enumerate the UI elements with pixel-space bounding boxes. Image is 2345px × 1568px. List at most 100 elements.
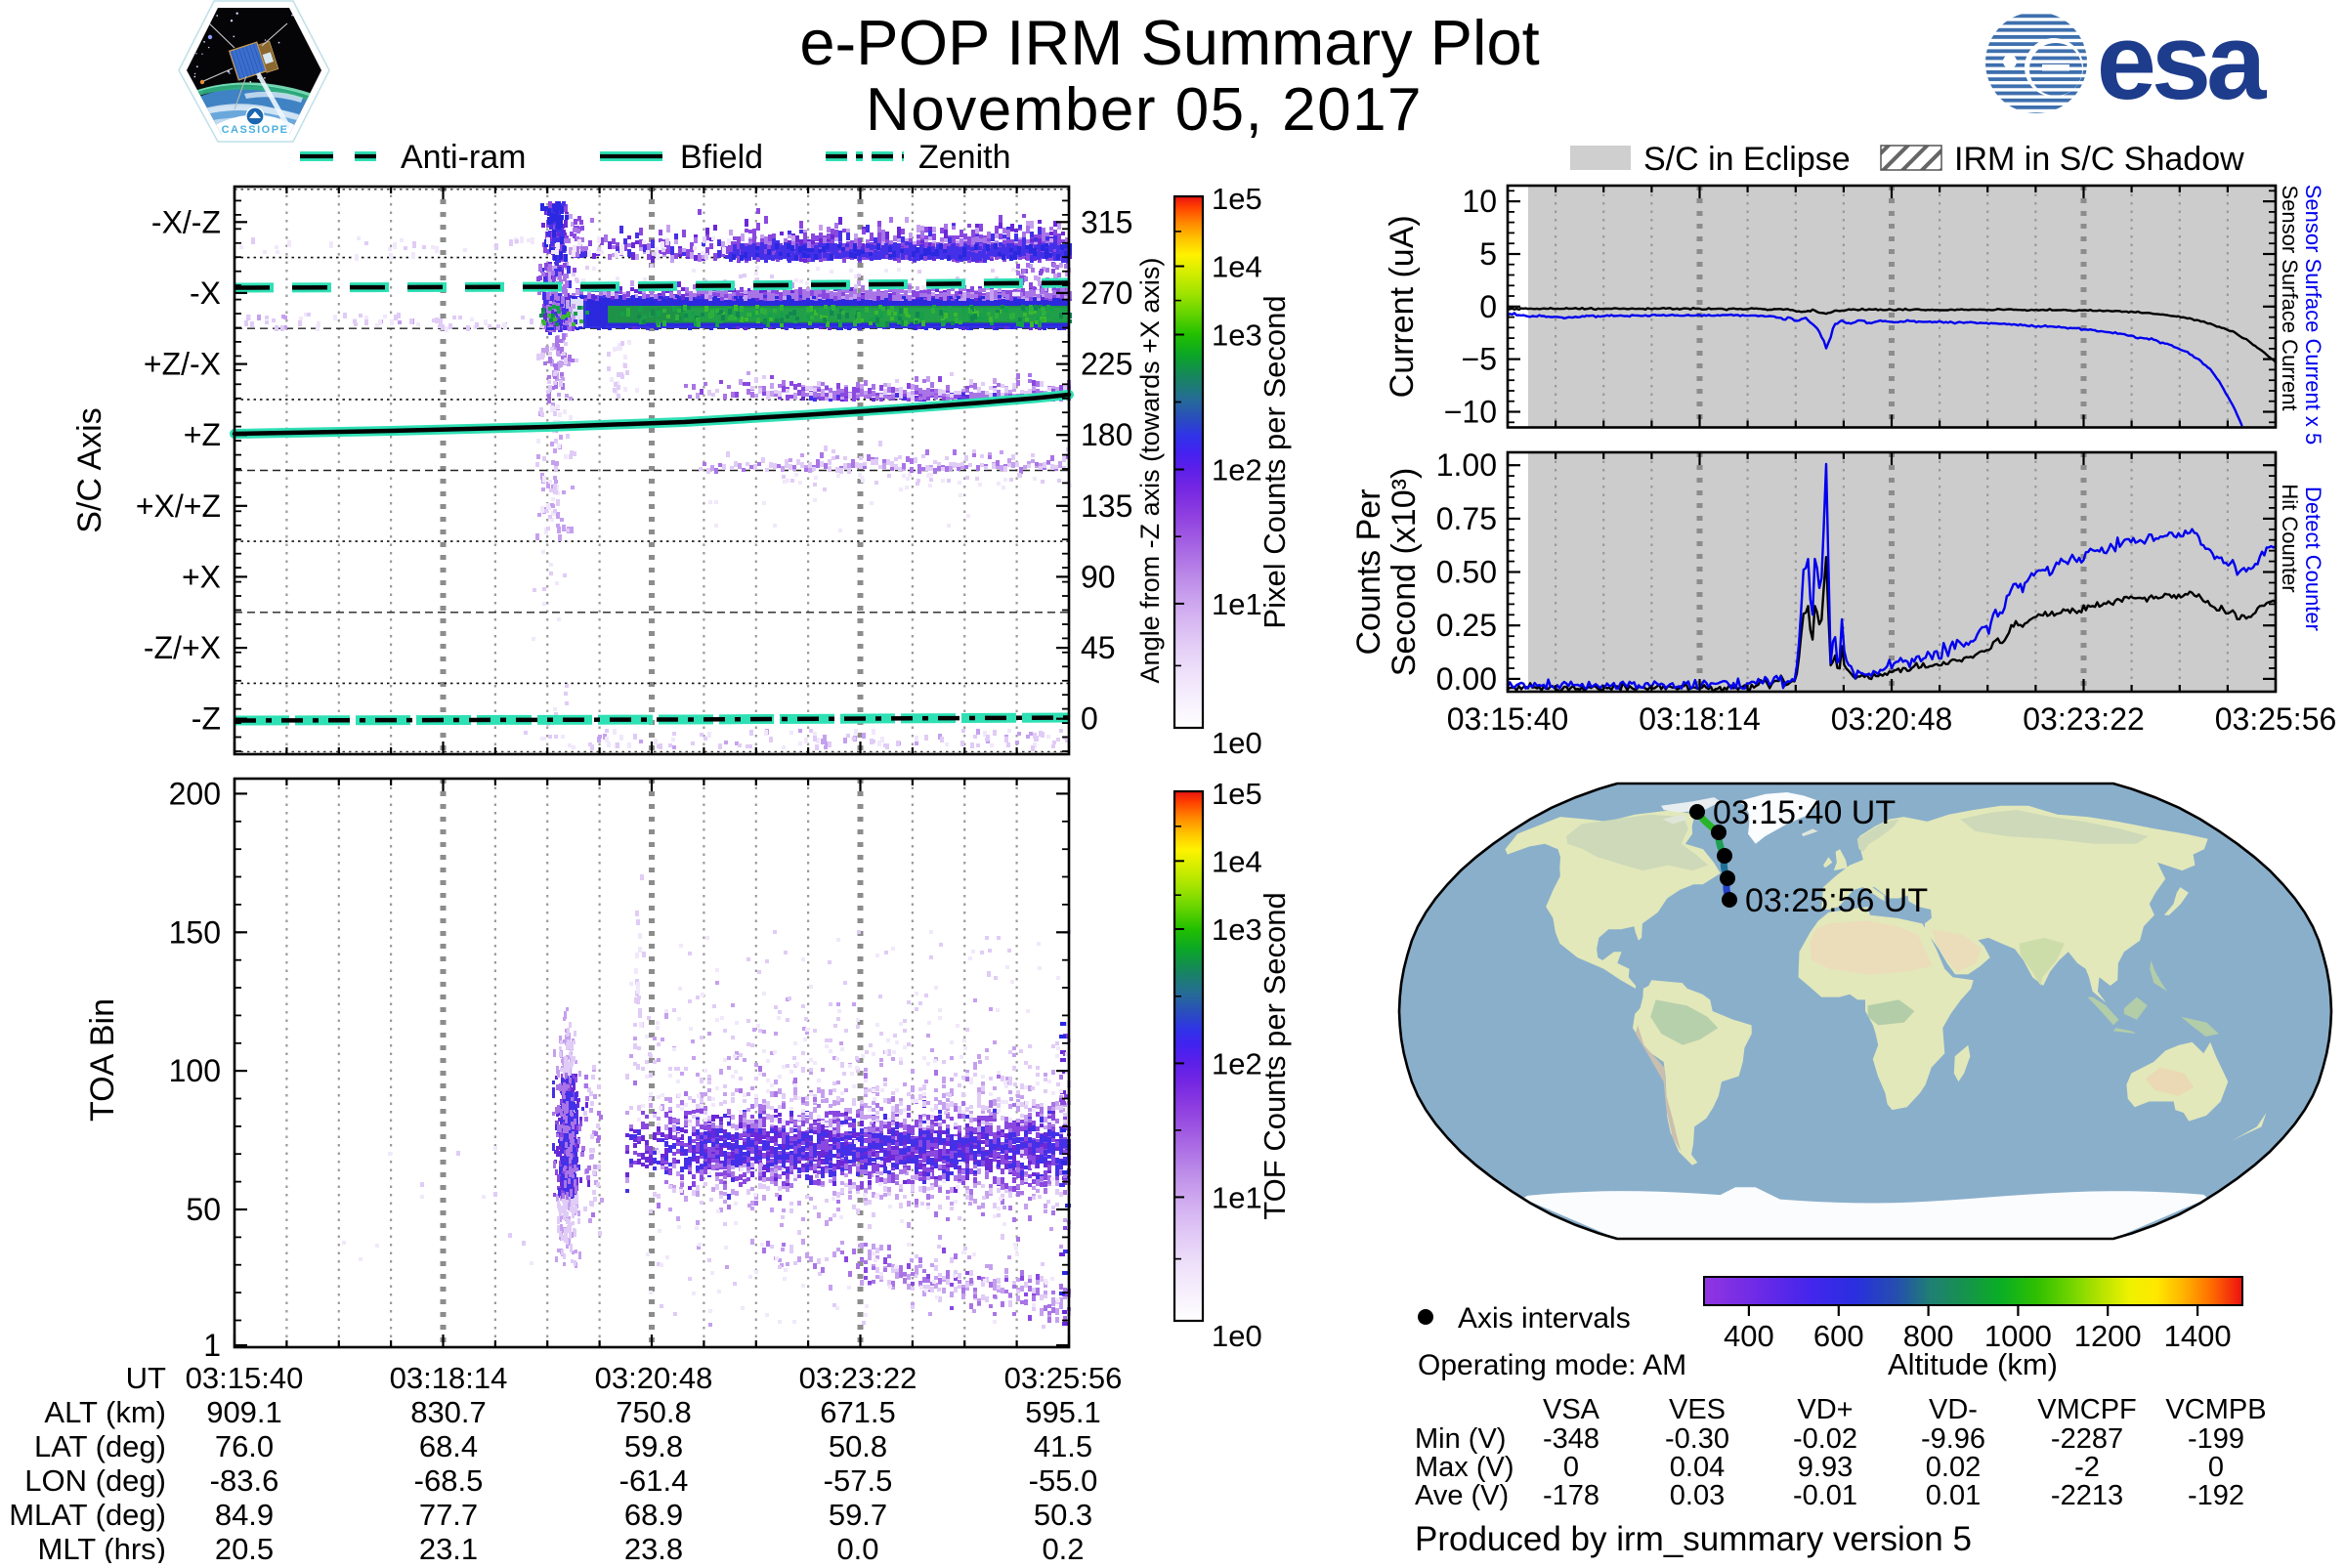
svg-text:-57.5: -57.5 (824, 1463, 893, 1498)
svg-text:Produced by irm_summary versio: Produced by irm_summary version 5 (1415, 1520, 1972, 1558)
svg-text:1e1: 1e1 (1212, 587, 1262, 621)
svg-text:UT: UT (126, 1361, 166, 1395)
svg-text:1e2: 1e2 (1212, 453, 1262, 487)
svg-text:S/C Axis: S/C Axis (71, 407, 108, 532)
svg-text:750.8: 750.8 (616, 1395, 692, 1429)
svg-text:Sensor Surface Current: Sensor Surface Current (2278, 185, 2302, 410)
svg-text:Max (V): Max (V) (1415, 1452, 1514, 1483)
svg-text:1e0: 1e0 (1212, 726, 1262, 760)
svg-text:0.2: 0.2 (1042, 1532, 1084, 1563)
svg-text:Second (x10³): Second (x10³) (1386, 468, 1423, 677)
svg-text:180: 180 (1081, 417, 1132, 452)
svg-text:03:15:40: 03:15:40 (1447, 701, 1569, 737)
svg-text:1e1: 1e1 (1212, 1180, 1262, 1214)
svg-text:90: 90 (1081, 559, 1116, 594)
svg-text:0.02: 0.02 (1926, 1452, 1981, 1483)
svg-text:0: 0 (1563, 1452, 1579, 1483)
svg-text:77.7: 77.7 (419, 1498, 478, 1532)
svg-text:0.04: 0.04 (1670, 1452, 1725, 1483)
svg-text:Sensor Surface Current x 5: Sensor Surface Current x 5 (2301, 185, 2325, 445)
svg-text:0.75: 0.75 (1436, 501, 1497, 536)
svg-text:Axis intervals: Axis intervals (1458, 1302, 1631, 1335)
svg-text:03:18:14: 03:18:14 (1639, 701, 1761, 737)
svg-text:84.9: 84.9 (215, 1498, 274, 1532)
svg-text:Bfield: Bfield (680, 139, 763, 176)
svg-text:−10: −10 (1444, 395, 1497, 430)
svg-text:VES: VES (1669, 1394, 1726, 1425)
svg-text:23.8: 23.8 (624, 1532, 683, 1563)
svg-text:68.9: 68.9 (624, 1498, 683, 1532)
svg-text:-178: -178 (1543, 1480, 1599, 1511)
svg-text:595.1: 595.1 (1025, 1395, 1101, 1429)
svg-text:Current (uA): Current (uA) (1384, 215, 1421, 398)
svg-text:23.1: 23.1 (419, 1532, 478, 1563)
svg-text:-83.6: -83.6 (210, 1463, 279, 1498)
svg-text:-Z/+X: -Z/+X (144, 630, 221, 665)
svg-text:-192: -192 (2188, 1480, 2244, 1511)
svg-text:1e0: 1e0 (1212, 1319, 1262, 1353)
svg-text:10: 10 (1462, 184, 1497, 219)
svg-text:Min (V): Min (V) (1415, 1423, 1506, 1455)
svg-text:VD+: VD+ (1797, 1394, 1853, 1425)
svg-text:68.4: 68.4 (419, 1429, 478, 1463)
svg-text:03:20:48: 03:20:48 (1831, 701, 1953, 737)
svg-text:-55.0: -55.0 (1029, 1463, 1098, 1498)
svg-text:LAT (deg): LAT (deg) (34, 1429, 166, 1463)
svg-text:830.7: 830.7 (410, 1395, 487, 1429)
svg-text:1.00: 1.00 (1436, 447, 1497, 483)
svg-text:270: 270 (1081, 275, 1132, 311)
svg-text:-X: -X (190, 275, 221, 311)
svg-text:Detect Counter: Detect Counter (2301, 487, 2325, 631)
svg-text:TOA Bin: TOA Bin (84, 998, 121, 1122)
svg-text:03:23:22: 03:23:22 (799, 1361, 917, 1395)
svg-text:MLT (hrs): MLT (hrs) (38, 1532, 166, 1563)
svg-text:03:25:56: 03:25:56 (1004, 1361, 1123, 1395)
svg-text:S/C in Eclipse: S/C in Eclipse (1643, 141, 1851, 178)
svg-text:VSA: VSA (1543, 1394, 1600, 1425)
svg-text:0.01: 0.01 (1926, 1480, 1981, 1511)
svg-text:50.3: 50.3 (1034, 1498, 1092, 1532)
svg-text:400: 400 (1724, 1319, 1774, 1353)
svg-text:59.7: 59.7 (829, 1498, 887, 1532)
svg-text:135: 135 (1081, 488, 1132, 524)
svg-text:Counts Per: Counts Per (1350, 488, 1387, 655)
svg-text:1e5: 1e5 (1212, 182, 1262, 216)
svg-text:1e4: 1e4 (1212, 250, 1262, 284)
svg-text:esa: esa (2097, 2, 2267, 122)
svg-text:0: 0 (2208, 1452, 2224, 1483)
svg-text:315: 315 (1081, 204, 1132, 239)
svg-text:1: 1 (203, 1328, 221, 1363)
svg-text:Anti-ram: Anti-ram (401, 139, 526, 176)
svg-text:-68.5: -68.5 (414, 1463, 484, 1498)
svg-text:-9.96: -9.96 (1921, 1423, 1985, 1455)
svg-text:IRM in S/C Shadow: IRM in S/C Shadow (1954, 141, 2244, 178)
svg-text:0.03: 0.03 (1670, 1480, 1725, 1511)
svg-text:0.00: 0.00 (1436, 661, 1497, 697)
svg-text:0: 0 (1081, 701, 1098, 737)
svg-text:100: 100 (169, 1053, 221, 1088)
svg-text:+X: +X (182, 559, 221, 594)
svg-text:-2: -2 (2074, 1452, 2100, 1483)
svg-text:909.1: 909.1 (206, 1395, 282, 1429)
svg-text:-199: -199 (2188, 1423, 2244, 1455)
svg-text:+Z: +Z (184, 417, 221, 452)
svg-text:MLAT (deg): MLAT (deg) (9, 1498, 166, 1532)
svg-text:0.50: 0.50 (1436, 555, 1497, 590)
svg-text:1200: 1200 (2074, 1319, 2142, 1353)
svg-text:-0.02: -0.02 (1793, 1423, 1857, 1455)
svg-text:+Z/-X: +Z/-X (144, 347, 221, 382)
svg-text:Hit Counter: Hit Counter (2278, 484, 2302, 592)
svg-text:1e3: 1e3 (1212, 912, 1262, 947)
svg-text:150: 150 (169, 914, 221, 950)
svg-text:-X/-Z: -X/-Z (151, 204, 221, 239)
svg-text:1e2: 1e2 (1212, 1046, 1262, 1081)
svg-text:03:18:14: 03:18:14 (390, 1361, 508, 1395)
svg-text:-2287: -2287 (2051, 1423, 2123, 1455)
svg-text:1e3: 1e3 (1212, 318, 1262, 353)
svg-text:76.0: 76.0 (215, 1429, 274, 1463)
svg-text:1e4: 1e4 (1212, 844, 1262, 878)
svg-text:+X/+Z: +X/+Z (136, 488, 221, 524)
svg-text:e-POP IRM Summary Plot: e-POP IRM Summary Plot (799, 7, 1539, 78)
svg-text:600: 600 (1813, 1319, 1864, 1353)
svg-text:ALT (km): ALT (km) (44, 1395, 166, 1429)
